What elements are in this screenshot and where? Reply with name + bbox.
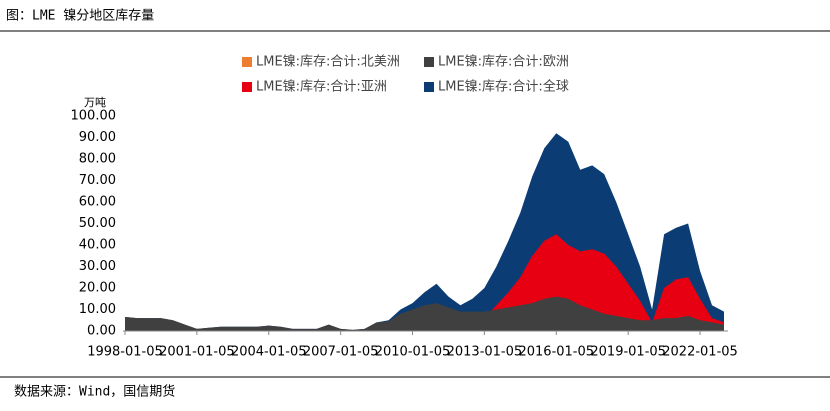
- legend-label: LME镍:库存:合计:亚洲: [256, 79, 387, 95]
- x-tick-label: 2001-01-05: [159, 345, 235, 360]
- y-tick-label: 100.00: [71, 109, 117, 124]
- x-tick-label: 2004-01-05: [231, 345, 307, 360]
- legend-swatch: [242, 57, 252, 67]
- y-unit: 万吨: [84, 96, 106, 109]
- x-tick-label: 2022-01-05: [662, 345, 738, 360]
- legend-swatch: [242, 82, 252, 92]
- legend-swatch: [424, 82, 434, 92]
- x-tick-label: 2019-01-05: [590, 345, 666, 360]
- y-tick-label: 0.00: [87, 324, 116, 339]
- legend-label: LME镍:库存:合计:欧洲: [438, 54, 569, 70]
- x-tick-label: 1998-01-05: [87, 345, 163, 360]
- legend-swatch: [424, 57, 434, 67]
- y-tick-label: 60.00: [79, 195, 116, 210]
- y-tick-label: 40.00: [79, 238, 116, 253]
- area: [125, 296, 724, 331]
- legend-label: LME镍:库存:合计:北美洲: [256, 54, 400, 70]
- y-tick-label: 30.00: [79, 259, 116, 274]
- x-tick-label: 2007-01-05: [303, 345, 379, 360]
- y-tick-label: 90.00: [79, 130, 116, 145]
- source: 数据来源：Wind，国信期货: [14, 384, 175, 400]
- y-tick-label: 80.00: [79, 152, 116, 167]
- y-tick-label: 10.00: [79, 302, 116, 317]
- x-tick-label: 2013-01-05: [447, 345, 523, 360]
- y-tick-label: 70.00: [79, 173, 116, 188]
- y-tick-label: 20.00: [79, 281, 116, 296]
- legend-label: LME镍:库存:合计:全球: [438, 79, 569, 95]
- y-tick-label: 50.00: [79, 216, 116, 231]
- x-tick-label: 2010-01-05: [375, 345, 451, 360]
- x-tick-label: 2016-01-05: [518, 345, 594, 360]
- page-title: 图：LME 镍分地区库存量: [6, 8, 154, 24]
